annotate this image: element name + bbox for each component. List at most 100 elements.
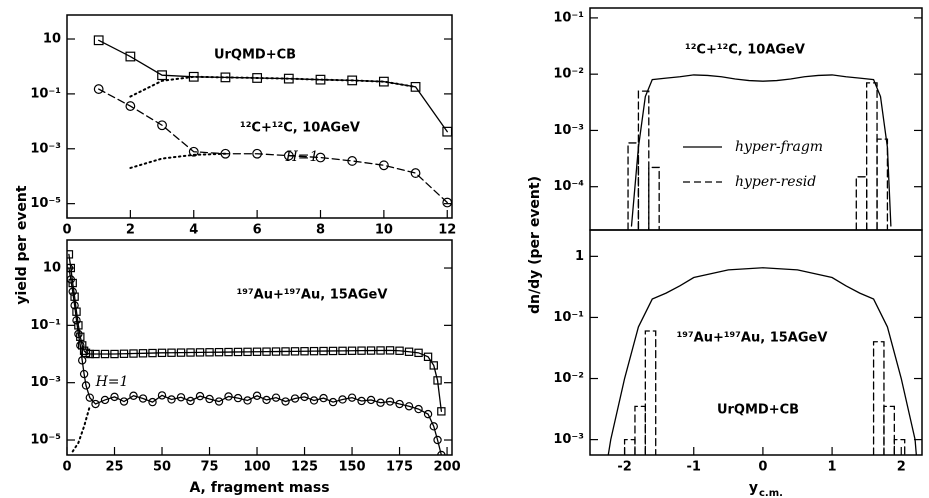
marker-circle [423,409,433,419]
marker-circle [366,395,376,405]
marker-circle [315,152,326,163]
x-tick-label: -1 [687,460,701,475]
plot-frame [589,229,923,456]
annotation: ¹²C+¹²C, 10AGeV [240,121,360,136]
marker-square [93,35,104,46]
marker-circle [328,397,338,407]
marker-square [366,346,376,355]
marker-circle [414,404,423,414]
marker-circle [347,393,357,402]
marker-circle [74,329,83,339]
marker-square [110,349,119,359]
histogram-bin [637,90,650,230]
marker-circle [442,197,452,208]
y-tick-label: 1 [575,249,584,264]
marker-square [309,346,319,356]
marker-circle [70,301,79,310]
marker-square [119,349,129,358]
plot-frame [66,239,453,456]
x-tick-label: 75 [200,460,218,475]
marker-square [442,126,452,137]
y-tick-label: 10⁻³ [553,123,584,138]
y-tick-label: 10⁻¹ [30,318,61,333]
histogram-bin [634,405,646,455]
marker-square [67,250,74,259]
x-tick-label: 10 [375,223,393,238]
marker-square [404,347,414,356]
histogram-bin [644,330,657,455]
marker-square [214,347,224,357]
x-tick-label: 50 [153,460,171,475]
marker-square [423,352,433,361]
marker-square [414,348,423,358]
marker-circle [309,396,319,405]
marker-circle [195,391,205,401]
annotation: ¹⁹⁷Au+¹⁹⁷Au, 15AGeV [237,288,388,303]
marker-circle [214,397,224,406]
plot-area [607,267,917,455]
marker-circle [347,156,358,166]
marker-circle [252,391,262,400]
plot-area [627,74,892,230]
x-tick-label: -2 [617,460,631,475]
marker-square [243,347,252,357]
x-axis-label: A, fragment mass [189,480,329,496]
annotation: H=1 [95,374,129,390]
y-tick-label: 10⁻¹ [553,10,584,25]
marker-square [138,349,148,358]
marker-circle [224,392,233,401]
marker-circle [67,263,74,273]
x-axis-label: y [749,480,758,496]
marker-circle [429,422,438,431]
marker-circle [148,397,157,407]
marker-circle [437,450,446,455]
plot-frame [66,14,453,219]
x-tick-label: 0 [62,460,71,475]
x-tick-label: 2 [126,223,135,238]
marker-square [224,347,233,357]
x-tick-label: 25 [105,460,123,475]
marker-square [157,348,167,358]
series-line [129,75,417,98]
series-line [129,152,227,169]
y-tick-label: 10⁻³ [30,375,61,390]
marker-square [395,346,404,355]
marker-circle [319,393,328,403]
marker-square [437,407,446,416]
x-tick-label: 200 [433,460,460,475]
marker-circle [157,120,167,131]
marker-circle [188,146,199,157]
marker-circle [205,394,214,404]
marker-circle [100,395,110,405]
marker-square [433,376,442,385]
marker-circle [176,393,186,402]
x-tick-label: 2 [897,460,906,475]
marker-square [300,347,309,356]
series-line [71,405,91,453]
legend-label: hyper-fragm [735,139,823,155]
marker-square [148,348,157,358]
marker-circle [110,392,119,402]
histogram-bin [866,82,878,230]
marker-circle [433,435,442,445]
marker-square [129,349,138,358]
histogram-bin [883,405,895,455]
series-line [68,267,443,455]
marker-square [429,361,438,370]
marker-circle [243,396,252,405]
marker-circle [378,160,389,171]
y-tick-label: 10 [43,32,61,47]
marker-square [328,346,338,356]
marker-circle [138,394,148,403]
marker-square [85,349,95,359]
plot-frame [589,7,923,231]
x-tick-label: 100 [243,460,270,475]
marker-square [271,347,281,356]
series-line [630,74,892,227]
marker-circle [81,381,91,390]
y-tick-label: 10⁻³ [553,432,584,447]
plot-area [93,35,452,208]
marker-square [262,347,271,356]
marker-circle [67,275,75,284]
x-tick-label: 125 [291,460,318,475]
